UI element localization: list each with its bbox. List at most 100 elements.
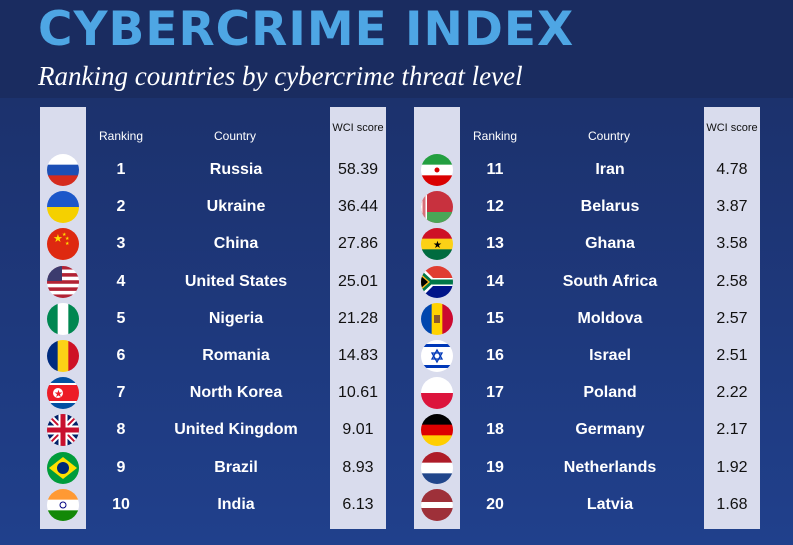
wci-score-value: 27.86 — [337, 235, 379, 253]
column-header-ranking: Ranking — [98, 129, 144, 143]
country-name: Nigeria — [208, 309, 264, 327]
rank-value: 17 — [486, 384, 504, 402]
country-name: Moldova — [577, 309, 643, 327]
page-subtitle: Ranking countries by cybercrime threat l… — [38, 61, 523, 91]
svg-text:★: ★ — [62, 232, 67, 238]
table-row: 11 Iran 4.78 — [414, 152, 774, 189]
table-row: 1 Russia 58.39 — [40, 152, 400, 189]
rank-value: 18 — [486, 421, 504, 439]
svg-text:★: ★ — [54, 389, 63, 400]
rank-value: 7 — [116, 384, 126, 402]
country-name: South Africa — [562, 272, 658, 290]
uk-flag-icon — [47, 414, 79, 447]
israel-flag-icon — [421, 340, 453, 372]
table-row: 20 Latvia 1.68 — [414, 487, 774, 524]
rank-value: 13 — [486, 235, 504, 253]
column-header-score: WCI score — [332, 122, 384, 134]
table-row: 18 Germany 2.17 — [414, 412, 774, 449]
rank-value: 1 — [116, 161, 126, 178]
wci-score-value: 14.83 — [337, 347, 379, 364]
ukraine-flag-icon — [47, 191, 79, 224]
table-row: ★ 7 North Korea 10.61 — [40, 375, 400, 412]
china-flag-icon: ★ ★ ★ ★ — [47, 228, 79, 261]
country-name: Iran — [595, 161, 625, 178]
ghana-flag-icon: ★ — [421, 228, 453, 261]
country-name: Belarus — [580, 198, 640, 216]
wci-score-value: 10.61 — [337, 384, 379, 402]
rank-value: 15 — [486, 309, 504, 327]
country-name: Poland — [583, 384, 637, 402]
rank-value: 4 — [116, 272, 126, 290]
wci-score-value: 25.01 — [337, 272, 379, 290]
country-name: Brazil — [214, 458, 258, 476]
page-title: CYBERCRIME INDEX — [38, 2, 575, 57]
ranking-table-right: Ranking Country WCI score 11 Iran 4.78 12 Be… — [414, 107, 774, 529]
table-row: 14 South Africa 2.58 — [414, 264, 774, 301]
brazil-flag-icon — [47, 451, 79, 484]
column-header-ranking: Ranking — [472, 129, 518, 143]
wci-score-value: 3.58 — [716, 235, 748, 253]
table-row: 9 Brazil 8.93 — [40, 450, 400, 487]
country-name: Romania — [202, 347, 270, 364]
country-name: India — [217, 495, 255, 513]
country-name: United States — [184, 272, 288, 290]
table-row: 4 United States 25.01 — [40, 264, 400, 301]
rank-value: 20 — [486, 495, 504, 513]
score-column-background — [330, 107, 386, 529]
table-row: 19 Netherlands 1.92 — [414, 450, 774, 487]
wci-score-value: 6.13 — [342, 495, 374, 513]
ranking-table-left: Ranking Country WCI score 1 Russia 58.39 2 U… — [40, 107, 400, 529]
nigeria-flag-icon — [47, 302, 79, 335]
table-row: 6 Romania 14.83 — [40, 338, 400, 375]
rank-value: 2 — [116, 198, 126, 216]
wci-score-value: 2.57 — [716, 309, 748, 327]
table-row: 8 United Kingdom 9.01 — [40, 412, 400, 449]
rank-value: 10 — [112, 495, 130, 513]
svg-text:★: ★ — [433, 240, 442, 251]
svg-text:★: ★ — [53, 233, 63, 245]
table-row: 17 Poland 2.22 — [414, 375, 774, 412]
rank-value: 12 — [486, 198, 504, 216]
column-header-country: Country — [213, 129, 257, 143]
country-name: Latvia — [586, 495, 634, 513]
svg-text:★: ★ — [65, 241, 70, 247]
rank-value: 9 — [116, 458, 126, 476]
wci-score-value: 8.93 — [342, 458, 374, 476]
wci-score-value: 2.22 — [716, 384, 748, 402]
rank-value: 3 — [116, 235, 126, 253]
belarus-flag-icon — [421, 191, 453, 224]
wci-score-value: 58.39 — [337, 161, 379, 178]
table-row: 2 Ukraine 36.44 — [40, 189, 400, 226]
wci-score-value: 4.78 — [716, 161, 748, 178]
rank-value: 14 — [486, 272, 504, 290]
romania-flag-icon — [47, 340, 79, 372]
table-row: 5 Nigeria 21.28 — [40, 301, 400, 338]
usa-flag-icon — [47, 265, 79, 298]
country-name: Ukraine — [206, 198, 266, 216]
wci-score-value: 2.17 — [716, 421, 748, 439]
latvia-flag-icon — [421, 488, 453, 521]
rank-value: 19 — [486, 458, 504, 476]
column-header-country: Country — [587, 129, 631, 143]
country-name: Ghana — [585, 235, 635, 253]
table-row: 15 Moldova 2.57 — [414, 301, 774, 338]
column-header-score: WCI score — [706, 122, 758, 134]
score-column-background — [704, 107, 760, 529]
wci-score-value: 2.58 — [716, 272, 748, 290]
country-name: United Kingdom — [174, 421, 298, 439]
country-name: Germany — [575, 421, 645, 439]
poland-flag-icon — [421, 377, 453, 410]
netherlands-flag-icon — [421, 451, 453, 484]
table-row: 12 Belarus 3.87 — [414, 189, 774, 226]
wci-score-value: 36.44 — [337, 198, 379, 216]
wci-score-value: 3.87 — [716, 198, 748, 216]
country-name: China — [213, 235, 259, 253]
iran-flag-icon — [421, 154, 453, 186]
wci-score-value: 1.92 — [716, 458, 748, 476]
rank-value: 11 — [486, 161, 504, 178]
table-row: ★ 13 Ghana 3.58 — [414, 226, 774, 263]
country-name: Netherlands — [563, 458, 657, 476]
wci-score-value: 1.68 — [716, 495, 748, 513]
russia-flag-icon — [47, 154, 79, 186]
rank-value: 6 — [116, 347, 126, 364]
